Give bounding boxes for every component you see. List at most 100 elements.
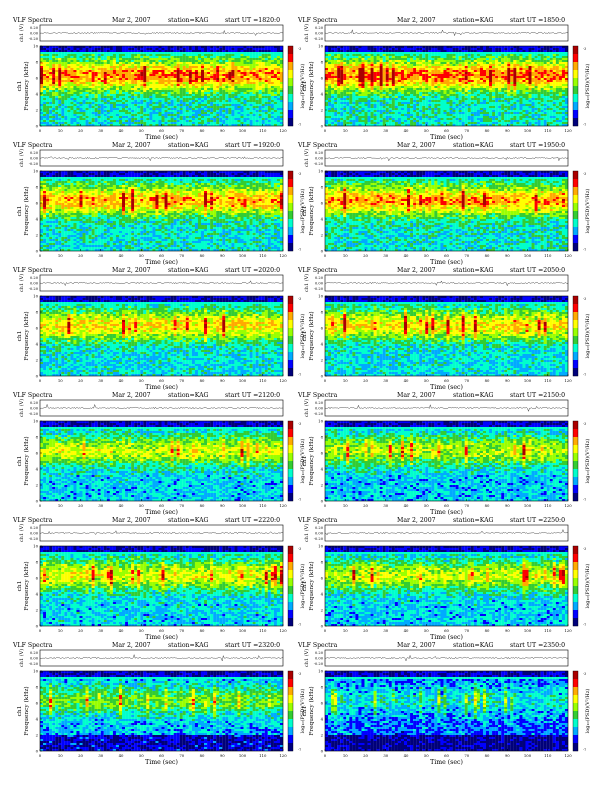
x-tick-label: 80: [485, 253, 490, 258]
x-tick-label: 40: [404, 628, 409, 633]
x-tick-label: 90: [220, 503, 225, 508]
waveform-tick-label: -0.20: [29, 412, 39, 416]
x-tick-label: 70: [464, 253, 469, 258]
x-tick-label: 20: [78, 378, 83, 383]
waveform-tick-label: 0.20: [315, 26, 324, 30]
y-tick-label: 6: [321, 76, 324, 81]
x-tick-label: 30: [98, 378, 103, 383]
colorbar-segment: [573, 711, 578, 719]
colorbar-label: log₁₀(PSD)(V²/Hz): [584, 314, 591, 359]
x-tick-label: 70: [464, 378, 469, 383]
x-tick-label: 0: [324, 128, 327, 133]
x-tick-label: 90: [220, 628, 225, 633]
x-tick-label: 50: [139, 753, 144, 758]
waveform-tick-label: 0.00: [30, 157, 39, 161]
colorbar-segment: [573, 336, 578, 344]
panel-start-time: start UT =2350:0: [510, 642, 565, 649]
panel-start-time: start UT =2220:0: [225, 517, 280, 524]
x-tick-label: 0: [39, 628, 42, 633]
waveform-tick-label: 0.00: [315, 32, 324, 36]
x-tick-label: 80: [200, 628, 205, 633]
x-tick-label: 10: [58, 378, 63, 383]
x-tick-label: 10: [343, 253, 348, 258]
x-tick-label: 40: [119, 253, 124, 258]
spectrogram-heatmap: [325, 171, 568, 251]
y-tick-label: 8: [321, 310, 324, 315]
colorbar-segment: [288, 719, 293, 727]
colorbar-tick-label: -7: [298, 748, 301, 752]
colorbar-segment: [288, 304, 293, 312]
panel-date: Mar 2, 2007: [397, 642, 436, 649]
colorbar-tick-label: -3: [298, 672, 301, 676]
x-tick-label: 30: [98, 128, 103, 133]
panel-date: Mar 2, 2007: [397, 267, 436, 274]
panel-start-time: start UT =2120:0: [225, 392, 280, 399]
waveform-tick-label: 0.20: [30, 276, 39, 280]
x-tick-label: 40: [404, 128, 409, 133]
panel-start-time: start UT =1950:0: [510, 142, 565, 149]
y-axis-channel-label: ch1: [302, 206, 308, 217]
y-tick-label: 6: [321, 201, 324, 206]
colorbar-segment: [573, 493, 578, 501]
x-tick-label: 20: [78, 128, 83, 133]
colorbar-tick-label: -7: [583, 498, 586, 502]
x-tick-label: 50: [424, 378, 429, 383]
x-axis-label: Time (sec): [145, 134, 178, 141]
colorbar-segment: [288, 54, 293, 62]
panel-title: VLF Spectra: [297, 142, 338, 149]
x-axis-label: Time (sec): [430, 259, 463, 266]
x-tick-label: 80: [200, 753, 205, 758]
colorbar-tick-label: -3: [298, 547, 301, 551]
colorbar-segment: [288, 469, 293, 477]
waveform-axis-label: ch1 (V): [303, 524, 310, 542]
x-tick-label: 60: [444, 128, 449, 133]
x-tick-label: 100: [524, 378, 532, 383]
y-tick-label: 2: [321, 733, 324, 738]
y-tick-label: 6: [321, 701, 324, 706]
x-tick-label: 60: [444, 753, 449, 758]
waveform-tick-label: -0.20: [314, 162, 324, 166]
y-axis-label: Frequency (kHz): [23, 561, 30, 610]
x-tick-label: 60: [159, 378, 164, 383]
y-axis-channel-label: ch1: [17, 581, 23, 592]
x-tick-label: 20: [363, 628, 368, 633]
y-tick-label: 4: [321, 342, 324, 347]
panel-title: VLF Spectra: [12, 392, 53, 399]
x-tick-label: 10: [58, 253, 63, 258]
y-tick-label: 8: [321, 435, 324, 440]
x-tick-label: 30: [383, 503, 388, 508]
x-tick-label: 80: [485, 628, 490, 633]
waveform-axis-label: ch1 (V): [18, 399, 25, 417]
y-tick-label: 6: [36, 76, 39, 81]
x-tick-label: 0: [39, 378, 42, 383]
waveform-box: [325, 25, 568, 41]
panel-title: VLF Spectra: [12, 642, 53, 649]
y-axis-channel-label: ch1: [17, 81, 23, 92]
y-tick-label: 8: [321, 685, 324, 690]
x-tick-label: 60: [159, 128, 164, 133]
x-tick-label: 90: [505, 253, 510, 258]
x-tick-label: 110: [259, 628, 267, 633]
x-tick-label: 120: [279, 378, 287, 383]
y-tick-label: 4: [321, 592, 324, 597]
x-tick-label: 40: [404, 378, 409, 383]
x-tick-label: 50: [139, 503, 144, 508]
x-tick-label: 10: [58, 628, 63, 633]
x-tick-label: 50: [139, 378, 144, 383]
colorbar-segment: [573, 719, 578, 727]
panel-date: Mar 2, 2007: [112, 642, 151, 649]
x-tick-label: 100: [524, 503, 532, 508]
colorbar-segment: [573, 219, 578, 227]
waveform-tick-label: -0.20: [29, 287, 39, 291]
panel-title: VLF Spectra: [12, 17, 53, 24]
colorbar-label: log₁₀(PSD)(V²/Hz): [584, 689, 591, 734]
y-axis-label: Frequency (kHz): [308, 61, 315, 110]
y-axis-channel-label: ch1: [302, 581, 308, 592]
y-tick-label: 10: [318, 419, 323, 424]
y-tick-label: 4: [36, 342, 39, 347]
colorbar-segment: [288, 421, 293, 429]
colorbar-segment: [288, 344, 293, 352]
colorbar-segment: [573, 727, 578, 735]
